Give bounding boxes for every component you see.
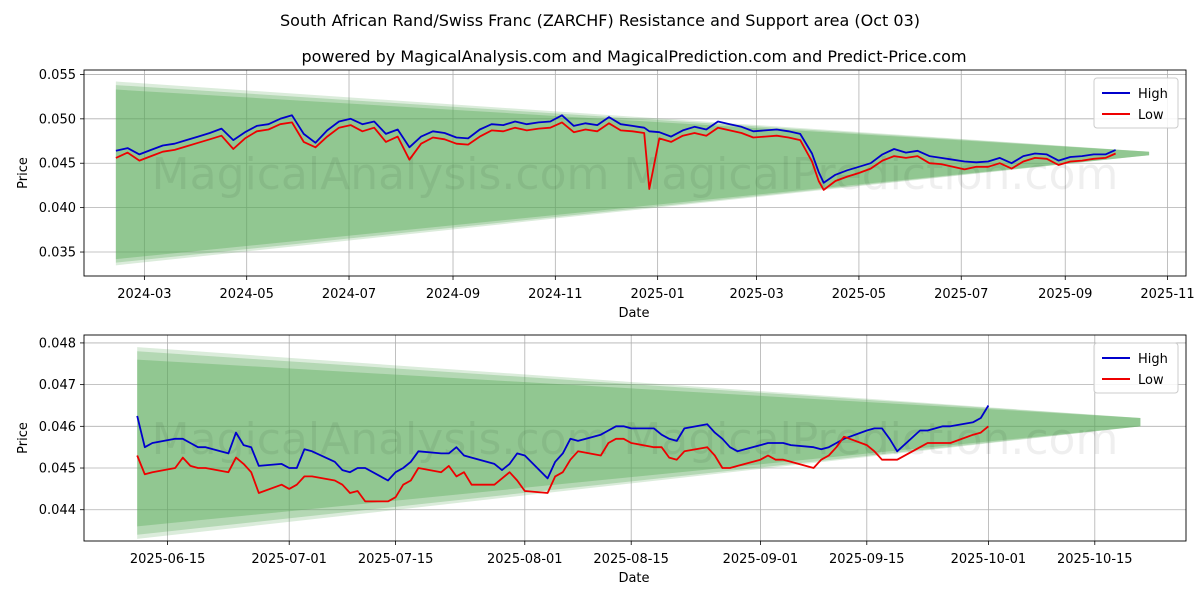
top-x-tick-label: 2025-11 — [1140, 287, 1194, 302]
top-x-tick-label: 2024-11 — [528, 287, 582, 302]
top-x-tick-label: 2024-05 — [220, 287, 274, 302]
bottom-chart-panel: MagicalAnalysis.com MagicalPrediction.co… — [16, 334, 1187, 586]
bottom-resistance-support-band — [137, 351, 1141, 535]
top-x-tick-label: 2024-07 — [322, 287, 376, 302]
bottom-x-tick-label: 2025-07-15 — [358, 552, 434, 567]
top-x-tick-label: 2025-07 — [934, 287, 988, 302]
top-watermark: MagicalAnalysis.com MagicalPrediction.co… — [152, 149, 1119, 200]
top-chart-panel: MagicalAnalysis.com MagicalPrediction.co… — [16, 68, 1195, 321]
top-axes-frame — [83, 69, 1187, 277]
top-y-tick-label: 0.050 — [39, 112, 76, 127]
bottom-y-tick-label: 0.047 — [39, 378, 76, 393]
top-y-tick-label: 0.040 — [39, 201, 76, 216]
top-x-tick-label: 2025-05 — [832, 287, 886, 302]
bottom-x-axis-label: Date — [618, 571, 649, 586]
top-y-tick-label: 0.045 — [39, 157, 76, 172]
bottom-y-tick-label: 0.044 — [39, 503, 76, 518]
top-y-tick-label: 0.035 — [39, 246, 76, 261]
bottom-x-tick-label: 2025-07-01 — [251, 552, 327, 567]
top-legend-high-label: High — [1138, 87, 1168, 102]
bottom-y-axis-label: Price — [16, 422, 31, 454]
top-x-tick-label: 2025-01 — [630, 287, 684, 302]
top-y-axis-label: Price — [16, 157, 31, 189]
bottom-y-tick-label: 0.048 — [39, 336, 76, 351]
bottom-series-low-line — [136, 425, 989, 503]
bottom-x-tick-label: 2025-06-15 — [130, 552, 206, 567]
top-x-tick-label: 2024-03 — [117, 287, 171, 302]
chart-title: South African Rand/Swiss Franc (ZARCHF) … — [280, 11, 920, 30]
top-resistance-support-band — [115, 89, 1150, 260]
bottom-x-tick-label: 2025-09-01 — [723, 552, 799, 567]
top-y-tick-label: 0.055 — [39, 68, 76, 83]
top-legend-low-label: Low — [1138, 108, 1164, 123]
bottom-y-tick-label: 0.045 — [39, 462, 76, 477]
top-x-tick-label: 2025-09 — [1038, 287, 1092, 302]
chart-subtitle: powered by MagicalAnalysis.com and Magic… — [301, 47, 966, 66]
top-legend-box — [1093, 77, 1179, 129]
top-x-axis-label: Date — [618, 306, 649, 321]
bottom-x-tick-label: 2025-09-15 — [829, 552, 905, 567]
bottom-resistance-support-band — [137, 359, 1141, 527]
bottom-x-tick-label: 2025-08-01 — [487, 552, 563, 567]
bottom-x-tick-label: 2025-10-01 — [951, 552, 1027, 567]
top-series-low-line — [115, 121, 1116, 191]
bottom-x-tick-label: 2025-10-15 — [1057, 552, 1133, 567]
bottom-resistance-support-band — [137, 347, 1141, 539]
bottom-legend-box — [1093, 342, 1179, 394]
top-resistance-support-band — [115, 85, 1150, 263]
bottom-y-tick-label: 0.046 — [39, 420, 76, 435]
bottom-legend-low-label: Low — [1138, 373, 1164, 388]
bottom-axes-frame — [83, 334, 1187, 542]
top-x-tick-label: 2025-03 — [729, 287, 783, 302]
top-x-tick-label: 2024-09 — [426, 287, 480, 302]
bottom-legend-high-label: High — [1138, 352, 1168, 367]
top-series-high-line — [115, 114, 1116, 184]
bottom-watermark: MagicalAnalysis.com MagicalPrediction.co… — [152, 414, 1119, 465]
bottom-x-tick-label: 2025-08-15 — [593, 552, 669, 567]
